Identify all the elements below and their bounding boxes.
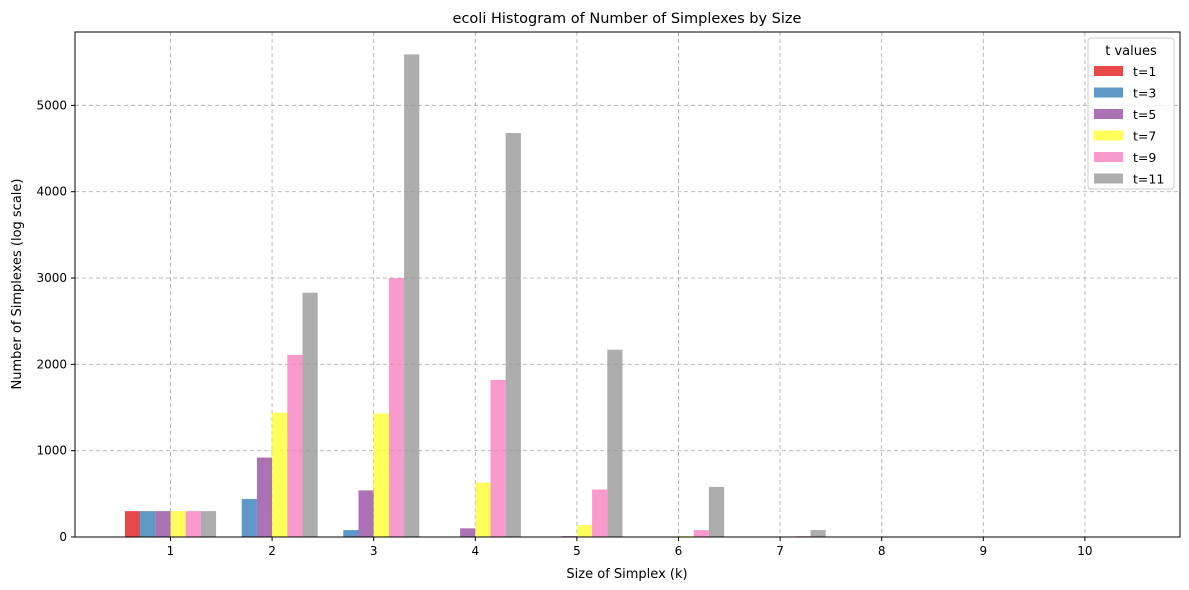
x-tick-label: 9 bbox=[979, 544, 987, 558]
y-tick-label: 2000 bbox=[36, 357, 67, 371]
bar-t9-k2 bbox=[287, 354, 303, 537]
bar-t11-k3 bbox=[404, 54, 420, 537]
bar-t5-k3 bbox=[358, 490, 374, 537]
ticks-layer: 1 2 3 4 5 6 7 8 9 10 0 1000 2000 3000 4000 5000 bbox=[36, 98, 1092, 558]
bar-t11-k7 bbox=[810, 530, 826, 537]
bar-t7-k3 bbox=[373, 413, 389, 537]
bar-t3-k1 bbox=[140, 511, 156, 537]
bar-t9-k6 bbox=[693, 530, 709, 537]
legend-label: t=9 bbox=[1133, 150, 1156, 165]
bar-t9-k1 bbox=[185, 511, 201, 537]
legend-swatch bbox=[1094, 87, 1123, 98]
bar-t9-k4 bbox=[490, 379, 506, 537]
legend-title: t values bbox=[1105, 44, 1157, 59]
bar-t11-k1 bbox=[200, 511, 217, 537]
x-tick-label: 1 bbox=[167, 544, 175, 558]
bar-t9-k5 bbox=[592, 489, 608, 537]
legend-swatch bbox=[1094, 109, 1123, 119]
bar-t7-k2 bbox=[272, 412, 288, 537]
bar-t3-k2 bbox=[241, 499, 257, 537]
chart-title: ecoli Histogram of Number of Simplexes b… bbox=[453, 11, 802, 27]
legend-swatch bbox=[1094, 66, 1123, 76]
bar-t5-k1 bbox=[155, 511, 171, 537]
bar-t11-k4 bbox=[505, 133, 521, 537]
x-tick-label: 7 bbox=[776, 544, 784, 558]
bar-t7-k4 bbox=[475, 482, 491, 537]
legend-label: t=5 bbox=[1133, 107, 1156, 122]
legend: t values t=1 t=3 t=5 t=7 t=9 t=11 bbox=[1087, 37, 1175, 190]
x-axis-label: Size of Simplex (k) bbox=[566, 567, 687, 582]
legend-label: t=11 bbox=[1133, 172, 1164, 187]
legend-swatch bbox=[1094, 130, 1123, 141]
y-tick-label: 0 bbox=[59, 530, 67, 544]
x-tick-label: 5 bbox=[573, 544, 581, 558]
y-tick-label: 5000 bbox=[36, 98, 67, 112]
legend-swatch bbox=[1094, 152, 1123, 162]
bar-t1-k1 bbox=[124, 511, 141, 537]
y-tick-label: 1000 bbox=[36, 444, 67, 458]
bar-t7-k5 bbox=[576, 524, 593, 537]
legend-swatch bbox=[1094, 173, 1123, 184]
bar-t11-k2 bbox=[302, 292, 318, 537]
x-tick-label: 8 bbox=[878, 544, 886, 558]
y-tick-label: 4000 bbox=[36, 185, 67, 199]
legend-label: t=3 bbox=[1133, 86, 1156, 101]
bar-t5-k4 bbox=[460, 528, 476, 537]
x-tick-label: 2 bbox=[268, 544, 276, 558]
y-axis-label: Number of Simplexes (log scale) bbox=[10, 179, 25, 390]
legend-label: t=7 bbox=[1133, 129, 1156, 144]
grid-layer bbox=[75, 32, 1180, 538]
x-tick-label: 4 bbox=[471, 544, 479, 558]
x-tick-label: 6 bbox=[675, 544, 683, 558]
bar-t11-k6 bbox=[708, 486, 725, 537]
bar-t7-k1 bbox=[170, 511, 186, 537]
bars-layer bbox=[124, 54, 882, 537]
bar-t9-k3 bbox=[388, 278, 405, 537]
bar-t3-k3 bbox=[343, 530, 359, 537]
x-tick-label: 3 bbox=[370, 544, 378, 558]
plot-frame bbox=[74, 31, 1181, 538]
x-tick-label: 10 bbox=[1077, 544, 1092, 558]
legend-label: t=1 bbox=[1133, 64, 1156, 79]
y-tick-label: 3000 bbox=[36, 271, 67, 285]
legend-items: t=1 t=3 t=5 t=7 t=9 t=11 bbox=[1094, 64, 1164, 187]
bar-t11-k5 bbox=[607, 349, 623, 537]
bar-t5-k2 bbox=[256, 457, 273, 537]
